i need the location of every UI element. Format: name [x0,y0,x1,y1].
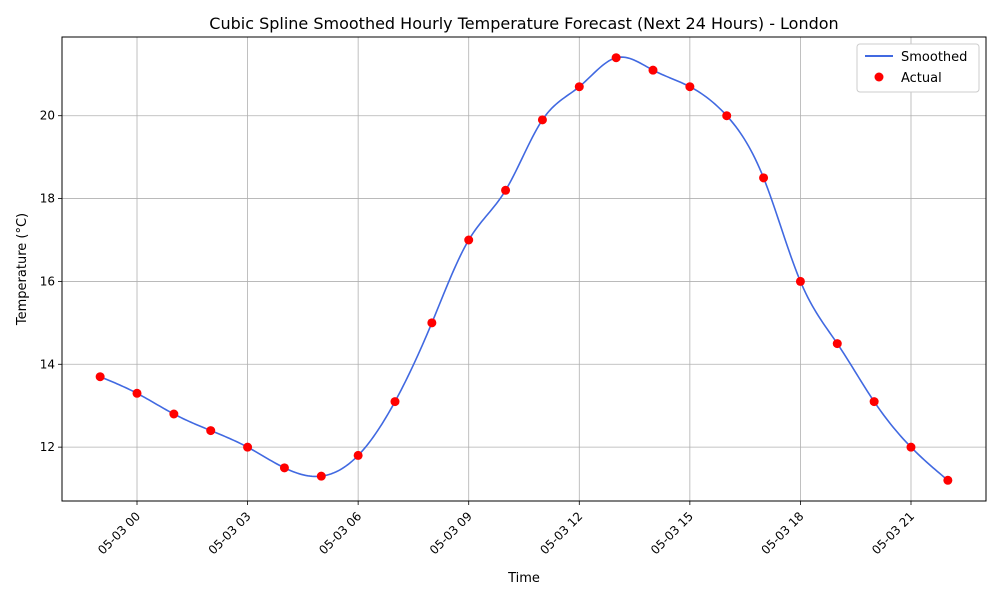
x-axis-label: Time [507,571,540,586]
plot-frame [61,36,987,502]
actual-point [353,450,363,460]
y-tick-label: 20 [40,109,55,123]
actual-point [943,475,953,485]
actual-point [869,397,879,407]
actual-point [132,388,142,398]
actual-point [832,339,842,349]
actual-point [501,185,511,195]
legend: Smoothed Actual [856,43,980,93]
actual-point [243,442,253,452]
actual-point [574,82,584,92]
legend-actual-label: Actual [901,71,942,86]
actual-point [390,397,400,407]
legend-actual-swatch [874,72,884,82]
actual-point [537,115,547,125]
y-tick-label: 14 [40,357,55,371]
y-tick-label: 18 [40,192,55,206]
actual-point [279,463,289,473]
y-axis-label: Temperature (°C) [15,213,30,326]
smoothed-line [99,56,949,481]
y-tick-label: 16 [40,274,55,288]
actual-point [795,276,805,286]
y-tick-label: 12 [40,440,55,454]
actual-point [685,82,695,92]
points-layer [95,53,953,485]
y-axis: 12 14 16 18 20 [40,109,62,454]
actual-point [206,426,216,436]
actual-point [611,53,621,63]
actual-point [722,111,732,121]
actual-point [169,409,179,419]
actual-point [906,442,916,452]
legend-smoothed-label: Smoothed [901,50,967,65]
grid [62,37,986,501]
actual-point [464,235,474,245]
actual-point [95,372,105,382]
actual-point [759,173,769,183]
series-layer [99,56,949,481]
actual-point [427,318,437,328]
actual-point [316,471,326,481]
actual-point [648,65,658,75]
chart-title: Cubic Spline Smoothed Hourly Temperature… [209,14,838,33]
